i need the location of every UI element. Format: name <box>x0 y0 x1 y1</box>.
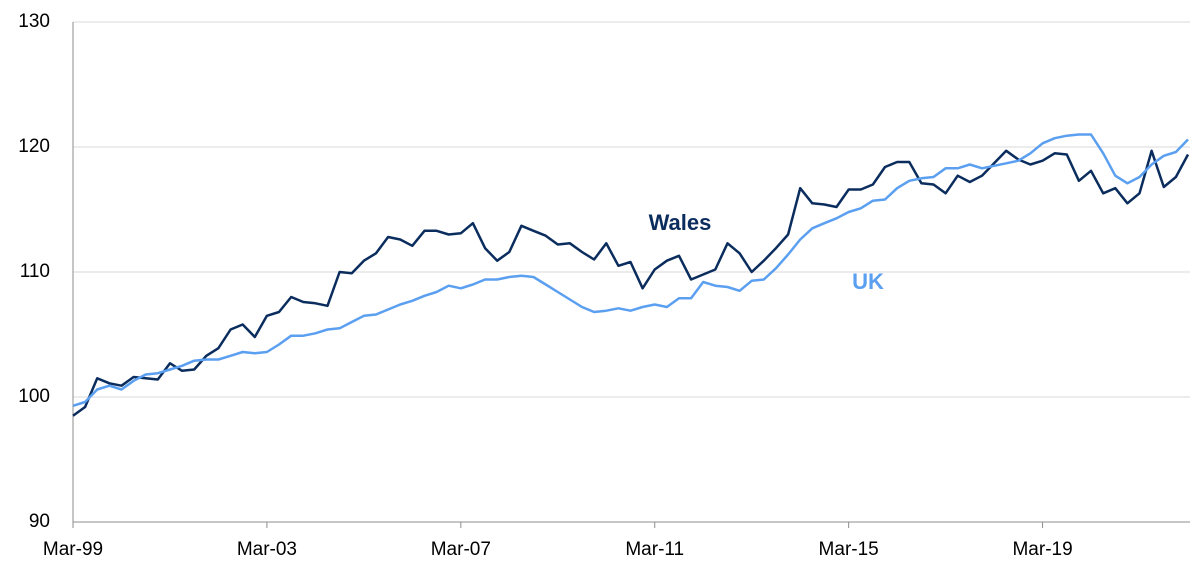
y-tick-label: 90 <box>29 511 50 532</box>
x-tick-label: Mar-03 <box>237 539 297 560</box>
y-tick-label: 100 <box>18 386 50 407</box>
y-tick-label: 120 <box>18 136 50 157</box>
x-tick-label: Mar-19 <box>1012 539 1072 560</box>
y-tick-label: 110 <box>20 261 50 282</box>
line-series <box>72 149 1190 417</box>
series-label: UK <box>852 269 884 294</box>
y-tick-label: 130 <box>18 11 50 32</box>
x-tick-label: Mar-15 <box>819 539 879 560</box>
series-label: Wales <box>649 210 712 235</box>
x-tick-label: Mar-11 <box>625 539 684 560</box>
x-tick-label: Mar-07 <box>431 539 491 560</box>
line-series <box>72 133 1189 407</box>
x-tick-label: Mar-99 <box>43 539 103 560</box>
